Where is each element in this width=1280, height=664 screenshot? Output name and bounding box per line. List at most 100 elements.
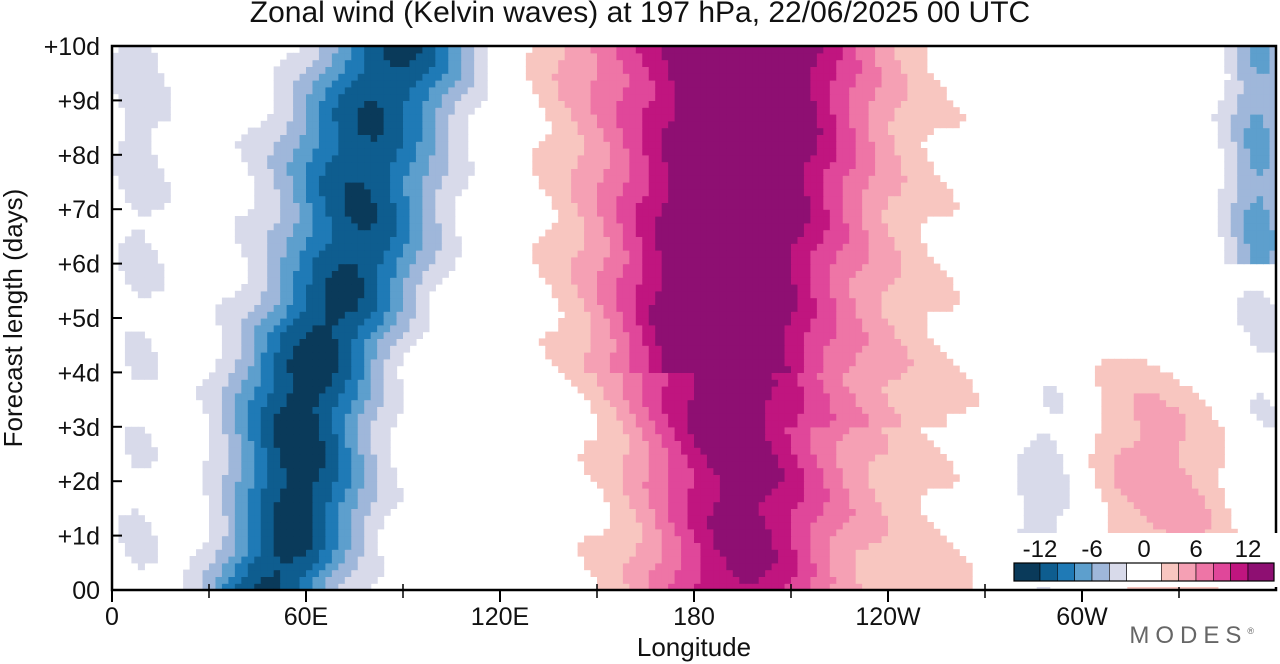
heatmap-cell [299, 392, 307, 401]
heatmap-cell [364, 569, 372, 577]
heatmap-cell [674, 338, 682, 346]
heatmap-cell [823, 290, 831, 299]
heatmap-cell [836, 352, 844, 360]
heatmap-cell [913, 399, 921, 407]
heatmap-cell [267, 392, 275, 401]
heatmap-cell [797, 454, 805, 462]
heatmap-cell [900, 542, 908, 550]
heatmap-cell [1198, 406, 1206, 414]
heatmap-cell [325, 494, 333, 503]
heatmap-cell [377, 284, 385, 292]
heatmap-cell [907, 324, 915, 333]
heatmap-cell [318, 481, 326, 489]
heatmap-cell [752, 528, 760, 537]
heatmap-cell [771, 542, 779, 550]
heatmap-cell [1107, 488, 1115, 496]
heatmap-cell [803, 304, 811, 312]
heatmap-cell [364, 556, 372, 564]
heatmap-cell [894, 454, 902, 462]
heatmap-cell [150, 447, 158, 455]
heatmap-cell [260, 447, 268, 455]
heatmap-cell [415, 304, 423, 312]
heatmap-cell [338, 488, 346, 496]
heatmap-cell [1217, 528, 1225, 537]
heatmap-cell [215, 406, 223, 414]
heatmap-cell [648, 290, 656, 299]
heatmap-cell [791, 379, 799, 387]
heatmap-cell [784, 284, 792, 292]
heatmap-cell [648, 277, 656, 285]
heatmap-cell [648, 562, 656, 571]
heatmap-cell [590, 460, 598, 469]
heatmap-cell [344, 331, 352, 339]
heatmap-cell [791, 447, 799, 455]
heatmap-cell [939, 379, 947, 387]
heatmap-cell [1191, 515, 1199, 523]
heatmap-cell [745, 447, 753, 455]
heatmap-cell [564, 372, 572, 380]
heatmap-cell [344, 365, 352, 373]
heatmap-cell [739, 569, 747, 577]
heatmap-cell [752, 399, 760, 407]
heatmap-cell [771, 338, 779, 346]
heatmap-cell [868, 284, 876, 292]
heatmap-cell [661, 420, 669, 428]
heatmap-cell [797, 522, 805, 530]
heatmap-cell [1107, 460, 1115, 469]
heatmap-cell [681, 569, 689, 577]
heatmap-cell [946, 569, 954, 577]
heatmap-cell [719, 311, 727, 319]
heatmap-cell [1172, 467, 1180, 475]
heatmap-cell [622, 576, 630, 584]
heatmap-cell [907, 576, 915, 584]
heatmap-cell [823, 420, 831, 428]
heatmap-cell [681, 576, 689, 584]
heatmap-cell [415, 331, 423, 339]
heatmap-cell [888, 569, 896, 577]
heatmap-cell [849, 297, 857, 305]
heatmap-cell [215, 515, 223, 523]
heatmap-cell [784, 379, 792, 387]
heatmap-cell [325, 576, 333, 584]
heatmap-cell [286, 447, 294, 455]
heatmap-cell [726, 433, 734, 441]
heatmap-cell [260, 297, 268, 305]
heatmap-cell [842, 311, 850, 319]
heatmap-cell [797, 304, 805, 312]
heatmap-cell [1036, 454, 1044, 462]
heatmap-cell [946, 284, 954, 292]
heatmap-cell [383, 386, 391, 394]
heatmap-cell [661, 304, 669, 312]
heatmap-cell [299, 583, 307, 590]
heatmap-cell [331, 324, 339, 333]
heatmap-cell [900, 413, 908, 421]
heatmap-cell [241, 372, 249, 380]
heatmap-cell [694, 474, 702, 482]
heatmap-cell [784, 426, 792, 435]
heatmap-cell [286, 528, 294, 537]
heatmap-cell [370, 488, 378, 496]
heatmap-cell [558, 331, 566, 339]
heatmap-cell [584, 549, 592, 557]
heatmap-cell [331, 365, 339, 373]
heatmap-cell [713, 338, 721, 346]
heatmap-cell [745, 413, 753, 421]
heatmap-cell [357, 542, 365, 550]
heatmap-cell [681, 460, 689, 469]
heatmap-cell [913, 433, 921, 441]
heatmap-cell [629, 386, 637, 394]
heatmap-cell [803, 467, 811, 475]
heatmap-cell [306, 474, 314, 482]
heatmap-cell [577, 379, 585, 387]
heatmap-cell [745, 454, 753, 462]
heatmap-cell [661, 284, 669, 292]
heatmap-cell [862, 556, 870, 564]
heatmap-cell [1153, 508, 1161, 516]
heatmap-cell [668, 420, 676, 428]
heatmap-cell [933, 284, 941, 292]
heatmap-cell [616, 535, 624, 543]
heatmap-cell [732, 576, 740, 584]
heatmap-cell [351, 426, 359, 435]
heatmap-cell [351, 297, 359, 305]
heatmap-cell [687, 324, 695, 333]
